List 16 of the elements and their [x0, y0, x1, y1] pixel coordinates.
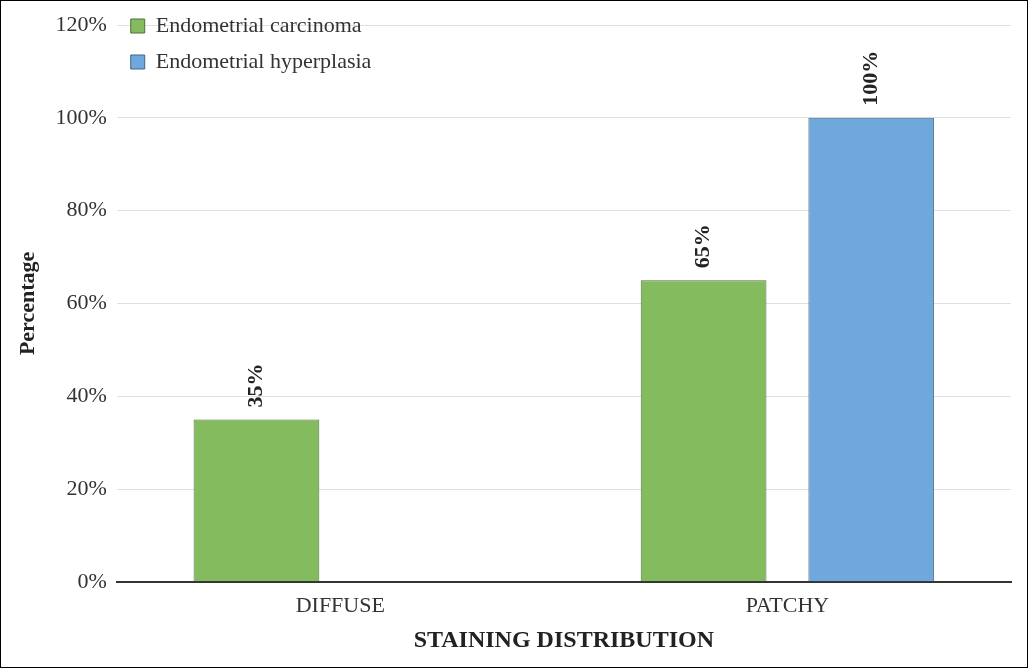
y-tick-label: 80%	[66, 196, 107, 222]
x-tick-label: DIFFUSE	[295, 591, 385, 617]
y-tick-label: 60%	[66, 289, 107, 315]
y-tick-label: 20%	[66, 474, 107, 500]
y-tick-label: 0%	[77, 567, 107, 593]
y-tick-label: 100%	[55, 103, 107, 129]
data-label: 35%	[242, 363, 268, 408]
y-tick-label: 40%	[66, 381, 107, 407]
y-axis-title: Percentage	[13, 251, 39, 356]
x-tick-label: PATCHY	[745, 591, 830, 617]
legend-label: Endometrial carcinoma	[155, 11, 362, 37]
x-axis-title: STAINING DISTRIBUTION	[413, 625, 715, 652]
data-label: 65%	[689, 224, 715, 269]
data-label: 100%	[856, 50, 882, 106]
y-tick-label: 120%	[55, 10, 107, 36]
legend-label: Endometrial hyperplasia	[155, 47, 372, 73]
